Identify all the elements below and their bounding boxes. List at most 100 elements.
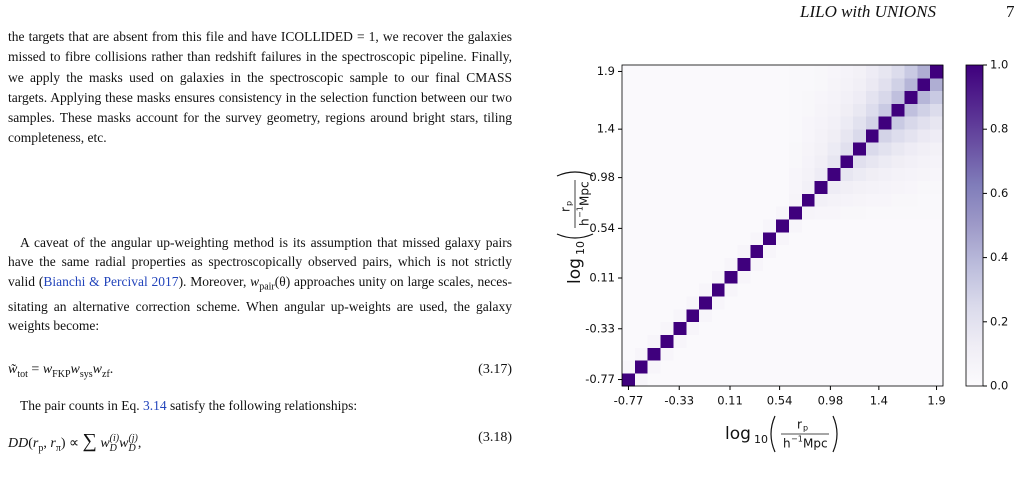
heatmap-cell	[724, 270, 739, 284]
label-func: log	[565, 258, 585, 284]
heatmap-cell	[737, 373, 751, 387]
heatmap-cell	[853, 373, 867, 387]
heatmap-cell	[699, 321, 713, 336]
heatmap-cell	[930, 321, 944, 336]
heatmap-cell	[788, 347, 803, 361]
heatmap-cell	[750, 283, 764, 297]
heatmap-cell	[634, 142, 649, 156]
heatmap-cell	[724, 308, 739, 323]
heatmap-cell	[634, 77, 649, 92]
heatmap-cell	[801, 257, 815, 271]
heatmap-cell	[763, 154, 777, 169]
heatmap-cell	[724, 180, 739, 194]
heatmap-cell	[840, 65, 854, 79]
heatmap-cell	[840, 334, 854, 348]
heatmap-cell	[686, 129, 700, 143]
heatmap-cell	[904, 154, 918, 169]
heatmap-cell	[750, 116, 764, 130]
heatmap-cell	[801, 103, 815, 117]
heatmap-cell	[930, 270, 944, 284]
heatmap-cell	[724, 154, 739, 169]
heatmap-cell	[711, 244, 726, 258]
heatmap-cell	[699, 77, 713, 92]
heatmap-cell	[622, 206, 636, 220]
heatmap-cell	[776, 373, 790, 387]
eq-part: r	[32, 436, 39, 451]
heatmap-cell	[840, 193, 854, 207]
heatmap-cell	[853, 65, 867, 79]
equation-link[interactable]: 3.14	[142, 398, 167, 413]
heatmap-cell	[904, 193, 918, 207]
heatmap-cell	[686, 154, 700, 169]
heatmap-cell	[904, 373, 918, 387]
heatmap-cell	[840, 90, 854, 104]
y-tick-label: -0.77	[585, 372, 615, 386]
heatmap-cell	[660, 231, 674, 246]
heatmap-cell	[750, 296, 764, 310]
heatmap-cell	[814, 231, 828, 246]
running-title: LILO with UNIONS	[800, 2, 937, 21]
heatmap-cell	[878, 373, 893, 387]
heatmap-cell	[878, 321, 893, 336]
heatmap-cell	[711, 206, 726, 220]
heatmap-cell	[917, 270, 931, 284]
heatmap-cell	[853, 257, 867, 271]
heatmap-cell	[763, 334, 777, 348]
heatmap-cell	[827, 283, 841, 297]
heatmap-cell	[827, 142, 841, 156]
heatmap-cell	[814, 373, 828, 387]
heatmap-cell	[634, 116, 649, 130]
heatmap-cell	[699, 90, 713, 104]
heatmap-cell	[840, 347, 854, 361]
heatmap-cell	[788, 116, 803, 130]
heatmap-cell	[660, 206, 674, 220]
heatmap-cell	[622, 360, 636, 374]
citation-link[interactable]: Bianchi & Percival 2017	[43, 273, 179, 289]
heatmap-cell	[776, 321, 790, 336]
heatmap-cell	[686, 373, 700, 387]
heatmap-cell	[930, 77, 944, 92]
heatmap-cell	[865, 77, 880, 92]
heatmap-cell	[711, 193, 726, 207]
heatmap-cell	[827, 373, 841, 387]
heatmap-cell	[711, 65, 726, 79]
heatmap-cell	[660, 193, 674, 207]
heatmap-cell	[930, 129, 944, 143]
x-tick-label: 0.98	[818, 394, 844, 408]
heatmap-cell	[737, 321, 751, 336]
heatmap-cell	[865, 257, 880, 271]
heatmap-cell	[711, 334, 726, 348]
heatmap-cell	[814, 142, 828, 156]
heatmap-cell	[788, 65, 803, 79]
heatmap-cell	[647, 77, 661, 92]
heatmap-cell	[724, 142, 739, 156]
heatmap-cell	[904, 142, 918, 156]
label-den-unit: Mpc	[578, 181, 592, 206]
heatmap-cell	[673, 360, 687, 374]
heatmap-cell	[634, 154, 649, 169]
heatmap-cell	[801, 270, 815, 284]
heatmap-cell	[673, 244, 687, 258]
heatmap-cell	[840, 167, 854, 182]
label-den-unit: Mpc	[803, 437, 828, 451]
heatmap-cell	[660, 373, 674, 387]
heatmap-cell	[930, 347, 944, 361]
heatmap-cell	[711, 180, 726, 194]
heatmap-cell	[737, 65, 751, 79]
heatmap-cell	[904, 90, 918, 104]
heatmap-cell	[891, 103, 905, 117]
x-tick-label: 0.11	[717, 394, 743, 408]
heatmap-cell	[737, 129, 751, 143]
heatmap-cell	[891, 321, 905, 336]
eq-part: w	[100, 436, 110, 451]
heatmap-cell	[763, 270, 777, 284]
heatmap-cell	[711, 373, 726, 387]
heatmap-cell	[699, 231, 713, 246]
heatmap-cell	[699, 154, 713, 169]
heatmap-cell	[711, 103, 726, 117]
heatmap-cell	[724, 321, 739, 336]
heatmap-cell	[737, 142, 751, 156]
heatmap-cell	[904, 257, 918, 271]
eq-stack: (i) D	[110, 433, 119, 454]
heatmap-cell	[814, 308, 828, 323]
